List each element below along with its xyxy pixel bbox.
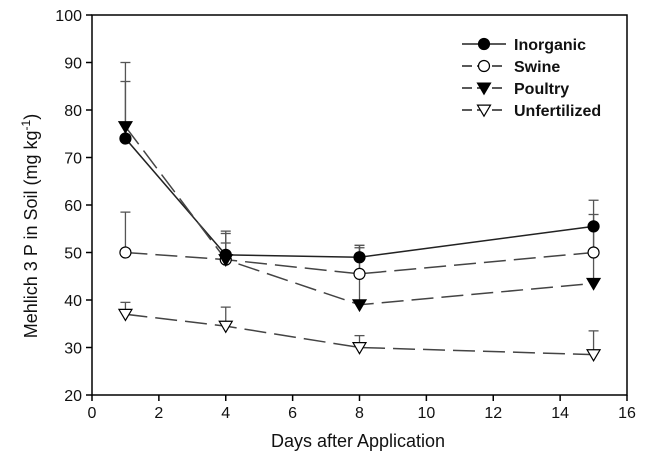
legend: Inorganic Swine Poultry Unfertilized — [462, 37, 601, 120]
legend-inorganic-label: Inorganic — [514, 37, 586, 54]
swine-point — [119, 246, 132, 259]
poultry-point — [117, 121, 133, 134]
x-tick-label: 0 — [88, 405, 97, 422]
series-lines — [124, 126, 594, 356]
y-tick-label: 70 — [64, 151, 82, 168]
swine-point — [587, 246, 600, 259]
y-tick-label: 100 — [55, 8, 82, 25]
poultry-series-line — [124, 126, 594, 306]
inorganic-point — [119, 132, 132, 145]
y-axis-title-close: ) — [21, 114, 41, 120]
unfertilized-series-line — [125, 313, 594, 356]
y-tick-label: 80 — [64, 103, 82, 120]
unfertilized-point — [117, 308, 133, 322]
unfertilized-point — [586, 349, 602, 362]
x-tick-label: 16 — [618, 405, 636, 422]
unfertilized-point — [218, 320, 234, 334]
x-tick-label: 4 — [221, 405, 230, 422]
legend-swine-marker — [477, 59, 491, 73]
legend-inorganic-marker — [477, 37, 491, 51]
legend-poultry-label: Poultry — [514, 81, 569, 98]
x-tick-label: 10 — [417, 405, 435, 422]
y-tick-label: 20 — [64, 388, 82, 405]
legend-swine-label: Swine — [514, 59, 560, 76]
x-tick-label: 8 — [355, 405, 364, 422]
legend-unfertilized-label: Unfertilized — [514, 103, 601, 120]
x-axis-title: Days after Application — [271, 431, 445, 451]
series-markers — [117, 121, 602, 362]
y-tick-label: 50 — [64, 246, 82, 263]
swine-point — [353, 267, 366, 280]
legend-poultry-marker — [476, 82, 492, 96]
swine-series-line — [125, 251, 594, 275]
x-tick-label: 6 — [288, 405, 297, 422]
x-tick-label: 2 — [154, 405, 163, 422]
y-axis-title: Mehlich 3 P in Soil (mg kg-1) — [19, 114, 41, 338]
y-tick-label: 60 — [64, 198, 82, 215]
axis-ticks: 0 2 4 6 8 10 12 14 16 20 30 40 50 60 70 80 90 100 — [55, 8, 636, 422]
legend-unfertilized-marker — [476, 104, 492, 118]
inorganic-point — [353, 251, 366, 264]
x-tick-label: 12 — [484, 405, 502, 422]
unfertilized-point — [351, 342, 368, 355]
y-tick-label: 30 — [64, 341, 82, 358]
poultry-point — [351, 299, 368, 313]
y-axis-title-sup: -1 — [19, 119, 33, 130]
poultry-point — [586, 277, 602, 291]
poultry-point — [218, 254, 234, 267]
inorganic-point — [587, 220, 600, 233]
y-axis-title-main: Mehlich 3 P in Soil (mg kg — [21, 130, 41, 338]
inorganic-series-line — [124, 138, 594, 259]
x-tick-label: 14 — [551, 405, 569, 422]
y-tick-label: 40 — [64, 293, 82, 310]
y-tick-label: 90 — [64, 56, 82, 73]
